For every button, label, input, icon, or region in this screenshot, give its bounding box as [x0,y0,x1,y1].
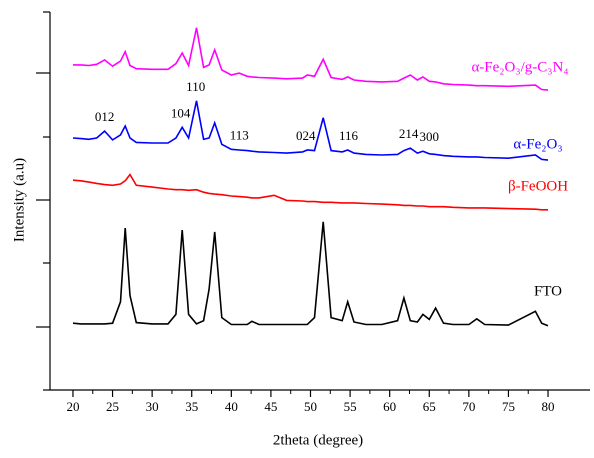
series-line [72,100,549,161]
x-tick-label: 25 [106,399,119,414]
x-tick-label: 60 [383,399,396,414]
x-tick-label: 40 [225,399,238,414]
x-axis-label: 2theta (degree) [273,432,363,448]
series-label: α-Fe₂O₃/g-C₃N₄ [471,59,568,75]
peak-annotation: 214 [399,126,419,141]
x-tick-label: 55 [344,399,357,414]
series-label: β-FeOOH [508,178,568,194]
peak-annotation: 300 [420,129,440,144]
x-tick-label: 70 [462,399,475,414]
peak-annotation: 113 [230,127,249,142]
series-label: FTO [534,283,562,299]
peak-annotation: 012 [95,109,115,124]
x-tick-label: 20 [66,399,79,414]
x-tick-label: 50 [304,399,317,414]
x-tick-label: 35 [185,399,198,414]
series-line [72,173,548,211]
series-label: α-Fe₂O₃ [513,136,562,152]
peak-annotation: 104 [171,105,191,120]
series-line [72,221,549,327]
x-tick-label: 75 [502,399,515,414]
peak-annotation: 024 [296,128,316,143]
series-line [73,27,549,91]
y-axis-label: Intensity (a.u) [11,158,27,242]
peak-annotation: 110 [186,79,205,94]
peak-annotation: 116 [339,128,359,143]
x-tick-label: 30 [146,399,159,414]
x-tick-label: 45 [264,399,277,414]
x-tick-label: 65 [423,399,436,414]
x-tick-label: 80 [542,399,555,414]
